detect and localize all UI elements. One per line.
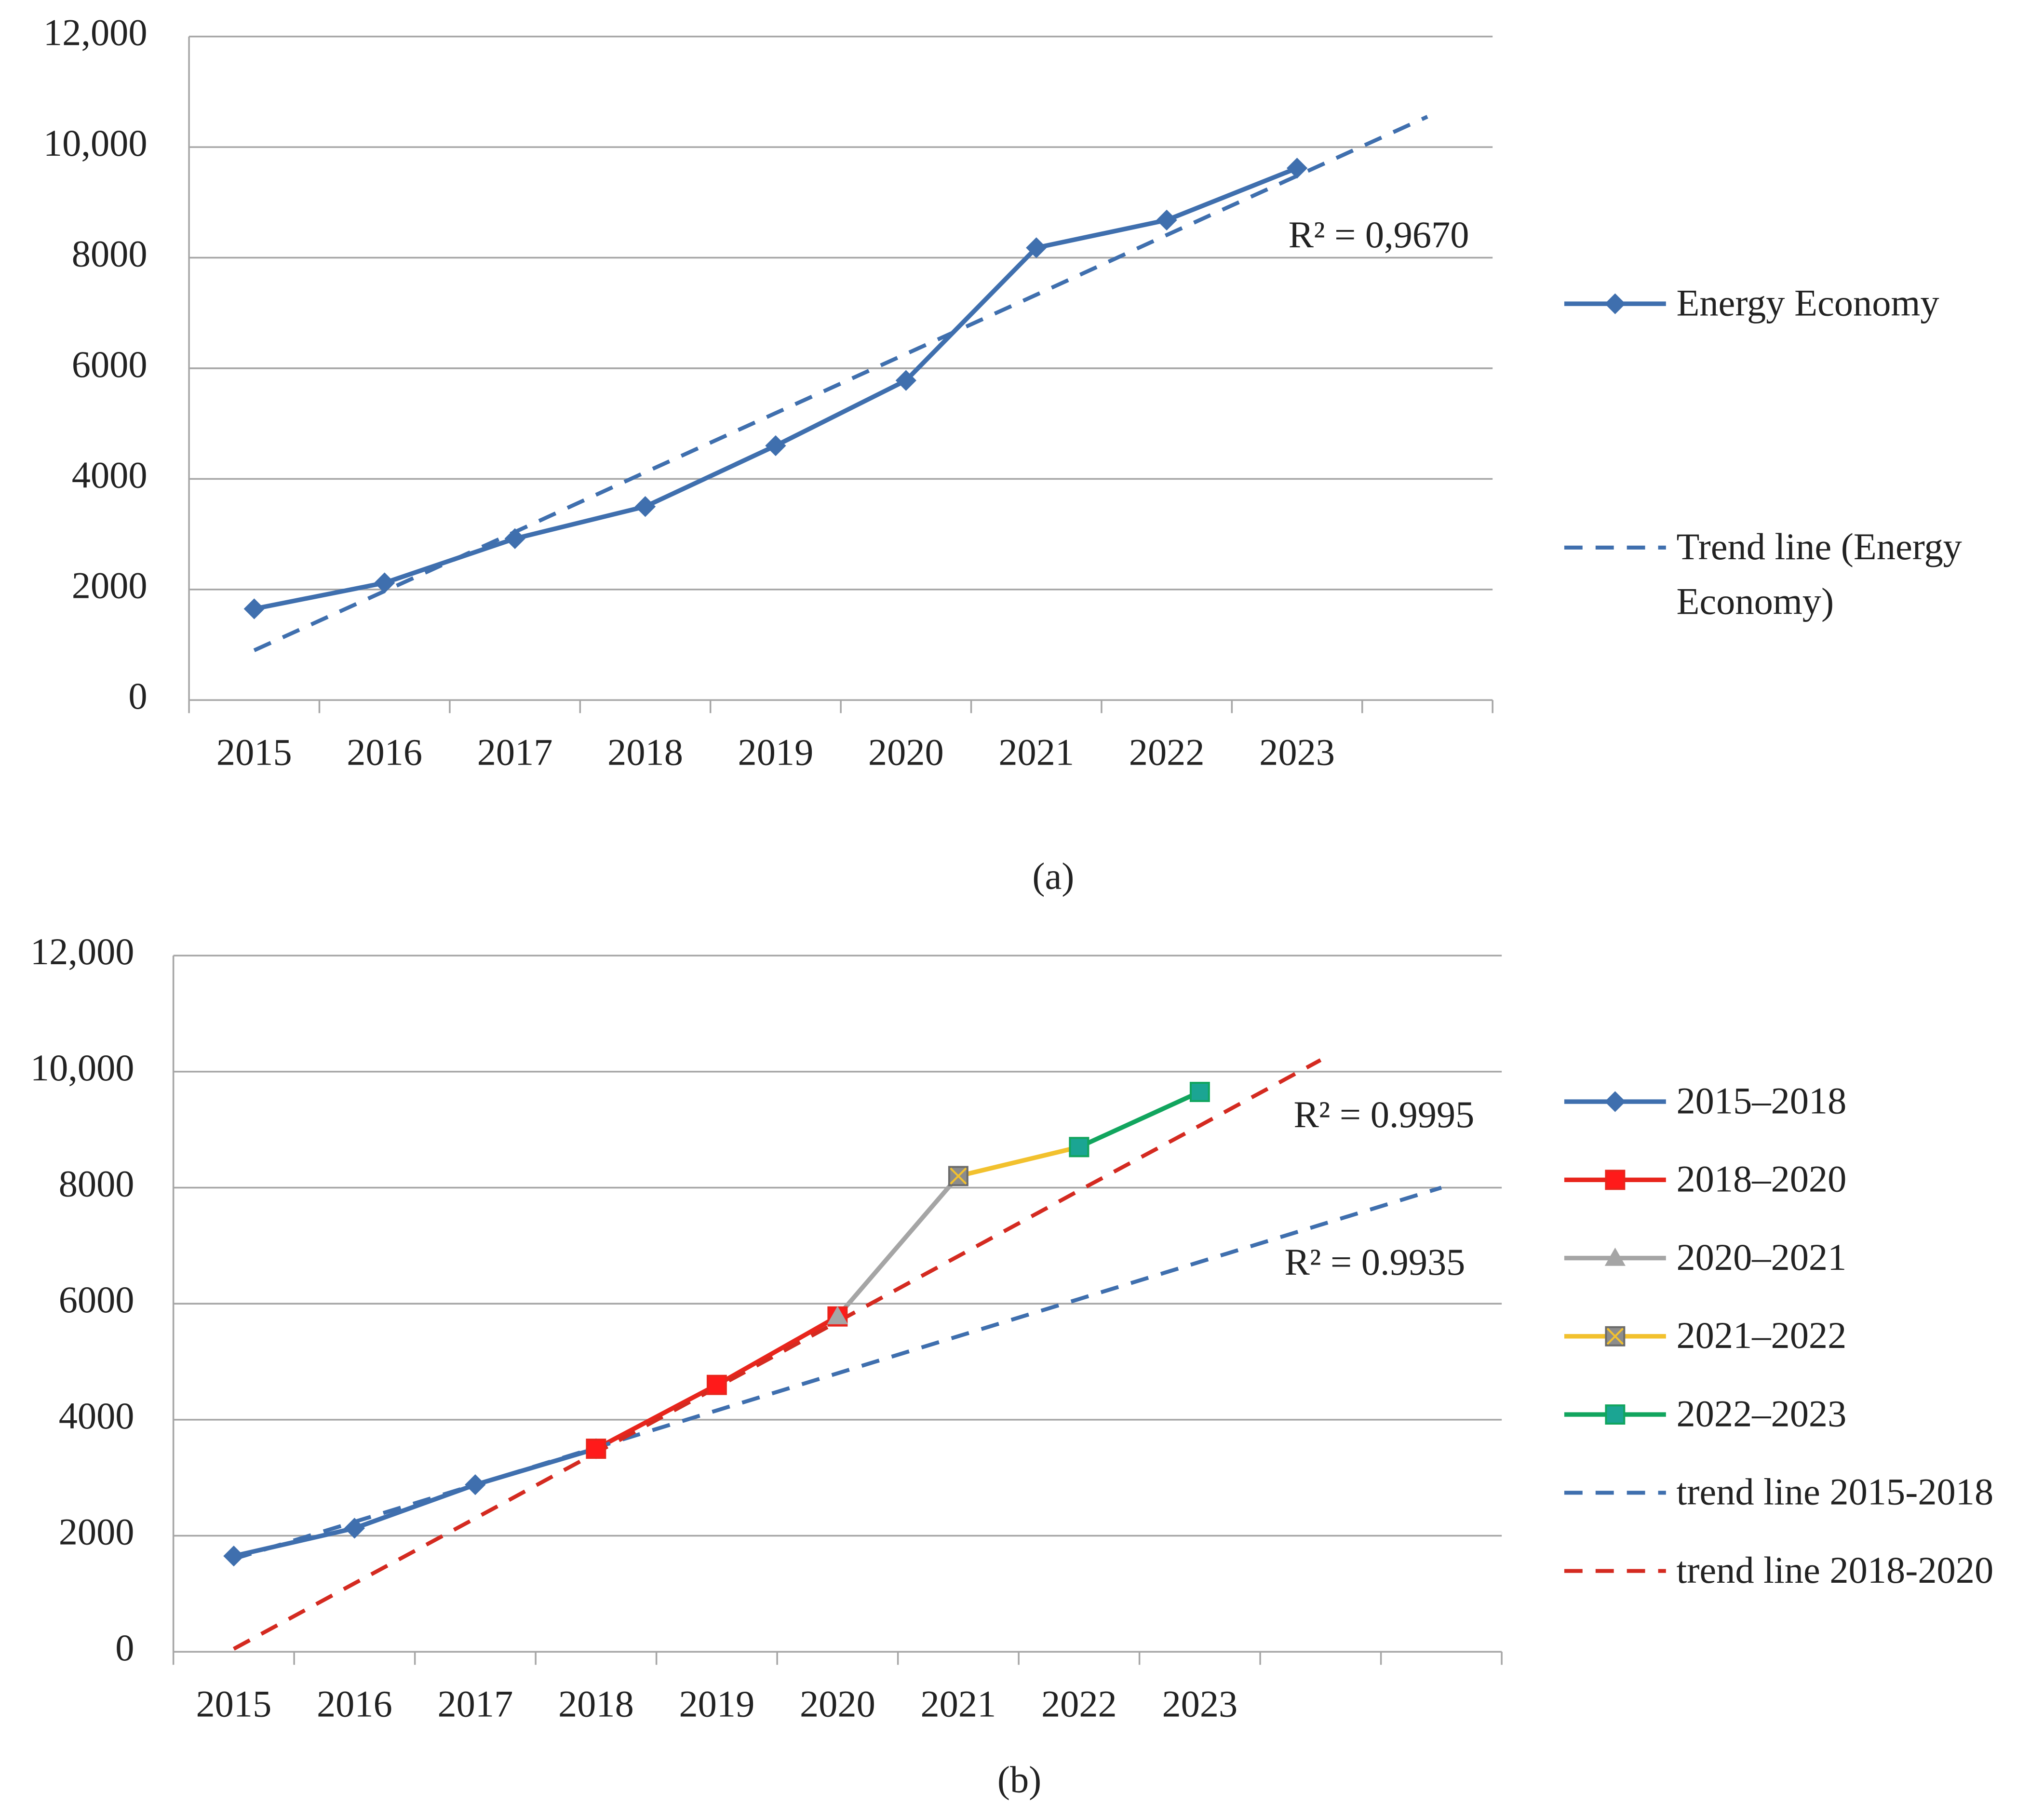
marker — [1026, 237, 1047, 258]
y-tick-label: 6000 — [72, 343, 148, 385]
legend-item: Energy Economy — [1676, 283, 1939, 325]
marker-cross — [1606, 1328, 1624, 1345]
annotation: R² = 0.9935 — [1285, 1241, 1466, 1283]
legend-label: 2021–2022 — [1676, 1315, 1847, 1358]
x-tick-label: 2016 — [347, 731, 422, 773]
y-tick-label: 8000 — [59, 1163, 134, 1205]
caption: (a) — [1032, 855, 1074, 897]
legend-label: trend line 2015-2018 — [1676, 1472, 1994, 1514]
x-tick-label: 2018 — [607, 731, 683, 773]
x-tick-label: 2020 — [868, 731, 944, 773]
legend-label: 2018–2020 — [1676, 1159, 1847, 1201]
annotation: R² = 0,9670 — [1289, 214, 1469, 256]
x-tick-label: 2021 — [998, 731, 1074, 773]
marker-cross — [950, 1167, 967, 1185]
y-tick-label: 4000 — [72, 454, 148, 496]
y-tick-label: 0 — [128, 675, 147, 717]
y-tick-label: 4000 — [59, 1395, 134, 1437]
series-line — [835, 1174, 960, 1318]
marker — [243, 598, 265, 619]
y-tick-label: 10,000 — [43, 122, 148, 164]
marker — [1156, 209, 1177, 231]
trend-line — [253, 115, 1428, 652]
x-tick-label: 2020 — [800, 1683, 875, 1724]
legend-label: 2022–2023 — [1676, 1393, 1847, 1436]
legend-item: Trend line (Energy Economy) — [1676, 526, 1962, 623]
annotation: R² = 0.9995 — [1293, 1093, 1474, 1135]
y-tick-label: 10,000 — [30, 1047, 134, 1089]
x-tick-label: 2023 — [1259, 731, 1335, 773]
marker — [1605, 1170, 1626, 1190]
legend-label: Trend line (Energy Economy) — [1676, 526, 1962, 623]
x-tick-label: 2022 — [1129, 731, 1205, 773]
x-tick-label: 2019 — [679, 1683, 754, 1724]
marker — [634, 496, 656, 517]
trend-line — [233, 1185, 1442, 1561]
legend-item: 2021–2022 — [1676, 1315, 1847, 1358]
legend-label: Energy Economy — [1676, 283, 1939, 325]
marker — [948, 1166, 968, 1186]
legend-label: 2015–2018 — [1676, 1080, 1847, 1123]
y-tick-label: 12,000 — [43, 12, 148, 54]
legend-item: 2020–2021 — [1676, 1237, 1847, 1279]
x-tick-label: 2019 — [738, 731, 814, 773]
marker — [1069, 1137, 1089, 1158]
marker — [827, 1306, 848, 1324]
x-tick-label: 2017 — [477, 731, 553, 773]
y-tick-label: 0 — [115, 1627, 134, 1669]
marker — [706, 1374, 727, 1395]
x-tick-label: 2021 — [920, 1683, 996, 1724]
marker — [586, 1439, 606, 1459]
y-tick-label: 2000 — [59, 1511, 134, 1553]
legend-label: trend line 2018-2020 — [1676, 1550, 1994, 1592]
series-line — [1078, 1090, 1201, 1149]
marker — [765, 435, 786, 457]
series-line — [254, 166, 1298, 611]
marker — [1604, 1091, 1626, 1112]
marker — [344, 1518, 365, 1539]
y-tick-label: 2000 — [72, 565, 148, 606]
marker — [504, 528, 525, 549]
marker — [895, 370, 916, 391]
legend-item: trend line 2015-2018 — [1676, 1472, 1994, 1514]
caption: (b) — [997, 1758, 1041, 1800]
x-tick-label: 2023 — [1162, 1683, 1237, 1724]
trend-line — [232, 1058, 1322, 1651]
marker — [223, 1546, 244, 1567]
x-tick-label: 2018 — [558, 1683, 634, 1724]
x-tick-label: 2016 — [317, 1683, 392, 1724]
legend-label: 2020–2021 — [1676, 1237, 1847, 1279]
x-tick-label: 2015 — [196, 1683, 271, 1724]
marker — [1286, 158, 1308, 179]
marker — [1604, 293, 1626, 314]
legend-item: trend line 2018-2020 — [1676, 1550, 1994, 1592]
legend-item: 2022–2023 — [1676, 1393, 1847, 1436]
legend-item: 2015–2018 — [1676, 1080, 1847, 1123]
x-tick-label: 2015 — [216, 731, 292, 773]
x-tick-label: 2017 — [437, 1683, 513, 1724]
x-tick-label: 2022 — [1041, 1683, 1117, 1724]
marker — [1605, 1326, 1626, 1347]
marker — [1189, 1082, 1210, 1102]
series-line — [957, 1145, 1080, 1179]
y-tick-label: 6000 — [59, 1279, 134, 1320]
marker — [465, 1474, 486, 1495]
y-tick-label: 12,000 — [30, 930, 134, 972]
legend-item: 2018–2020 — [1676, 1159, 1847, 1201]
y-tick-label: 8000 — [72, 233, 148, 275]
marker — [1604, 1247, 1626, 1266]
marker — [1605, 1404, 1626, 1425]
